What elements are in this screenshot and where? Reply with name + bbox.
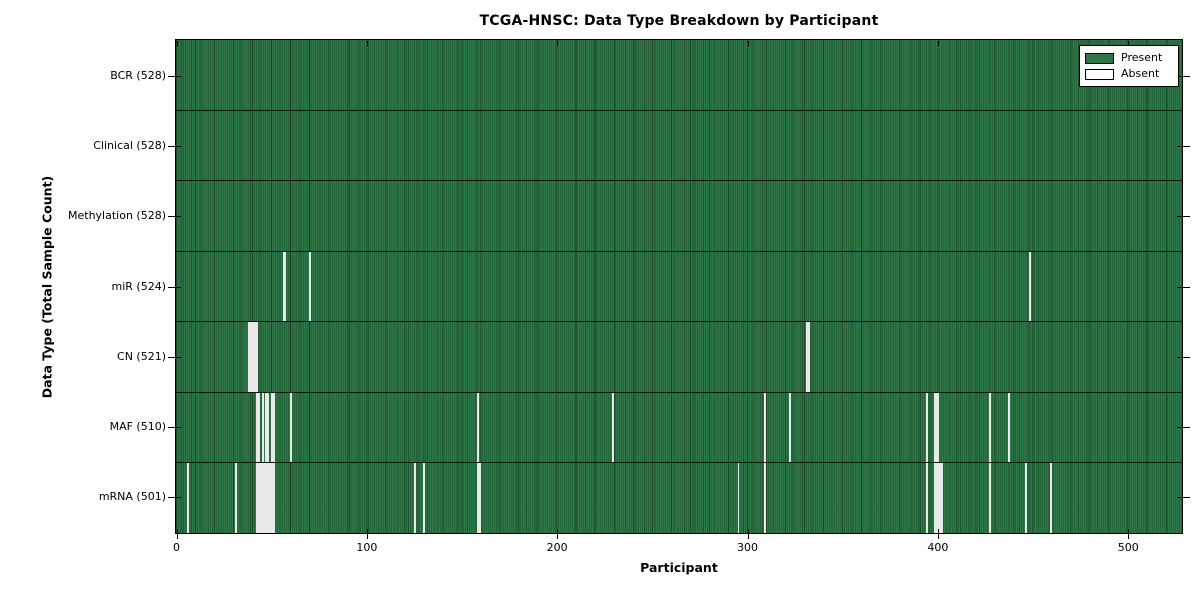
absent-stripe bbox=[261, 392, 264, 463]
absent-stripe bbox=[309, 251, 312, 322]
absent-stripe bbox=[187, 463, 190, 534]
heatmap-row-clinical bbox=[176, 110, 1182, 182]
plot-area bbox=[175, 39, 1183, 534]
absent-stripe bbox=[925, 463, 928, 534]
y-tick-mark-right bbox=[1177, 145, 1190, 147]
y-tick-label: Methylation (528) bbox=[68, 209, 166, 223]
absent-stripe bbox=[988, 392, 991, 463]
y-tick-label: Clinical (528) bbox=[93, 138, 166, 152]
x-tick-label: 200 bbox=[546, 541, 568, 554]
y-tick-label: BCR (528) bbox=[110, 68, 166, 82]
y-tick-mark bbox=[168, 75, 181, 77]
y-tick-label: miR (524) bbox=[111, 279, 167, 293]
absent-stripe bbox=[1007, 392, 1010, 463]
absent-stripe bbox=[290, 392, 293, 463]
heatmap-row-bcr bbox=[176, 40, 1182, 111]
absent-stripe bbox=[235, 463, 237, 534]
x-tick-mark bbox=[937, 529, 939, 539]
absent-stripe bbox=[1024, 463, 1027, 534]
y-tick-mark bbox=[168, 497, 181, 499]
x-tick-mark-top bbox=[747, 40, 749, 46]
absent-stripe bbox=[1028, 251, 1031, 322]
heatmap-row-cn bbox=[176, 322, 1182, 393]
y-tick-mark-right bbox=[1177, 356, 1190, 358]
legend-entry-absent: Absent bbox=[1085, 66, 1172, 82]
absent-stripe bbox=[282, 251, 287, 322]
x-tick-mark-top bbox=[937, 40, 939, 46]
absent-stripe bbox=[925, 392, 928, 463]
absent-stripe bbox=[265, 392, 270, 463]
absent-stripe bbox=[423, 463, 426, 534]
legend-label-present: Present bbox=[1121, 51, 1163, 64]
x-tick-mark bbox=[747, 529, 749, 539]
absent-stripe bbox=[806, 322, 810, 392]
absent-swatch-icon bbox=[1085, 68, 1114, 80]
x-tick-mark-top bbox=[1128, 40, 1130, 46]
y-tick-label: MAF (510) bbox=[109, 420, 166, 434]
x-tick-mark bbox=[366, 529, 368, 539]
y-tick-mark-right bbox=[1177, 427, 1190, 429]
absent-stripe bbox=[476, 463, 481, 534]
x-tick-mark bbox=[1128, 529, 1130, 539]
heatmap-row-mir bbox=[176, 251, 1182, 323]
absent-stripe bbox=[764, 463, 767, 534]
absent-stripe bbox=[611, 392, 614, 463]
absent-stripe bbox=[1049, 463, 1052, 534]
x-tick-mark-top bbox=[557, 40, 559, 46]
absent-stripe bbox=[271, 392, 275, 463]
absent-stripe bbox=[764, 392, 767, 463]
x-axis-title: Participant bbox=[640, 560, 718, 575]
y-tick-mark-right bbox=[1177, 497, 1190, 499]
absent-stripe bbox=[476, 392, 479, 463]
y-tick-mark-right bbox=[1177, 286, 1190, 288]
legend: Present Absent bbox=[1079, 45, 1179, 87]
legend-entry-present: Present bbox=[1085, 50, 1172, 66]
legend-label-absent: Absent bbox=[1121, 67, 1160, 80]
x-tick-label: 400 bbox=[927, 541, 949, 554]
y-tick-mark bbox=[168, 286, 181, 288]
x-tick-mark-top bbox=[176, 40, 178, 46]
absent-stripe bbox=[413, 463, 416, 534]
heatmap-row-mrna bbox=[176, 463, 1182, 534]
y-tick-label: mRNA (501) bbox=[98, 490, 166, 504]
heatmap-row-maf bbox=[176, 392, 1182, 464]
absent-stripe bbox=[933, 463, 944, 534]
y-tick-mark bbox=[168, 427, 181, 429]
absent-stripe bbox=[988, 463, 991, 534]
absent-stripe bbox=[737, 463, 740, 534]
absent-stripe bbox=[248, 322, 258, 392]
x-tick-mark bbox=[176, 529, 178, 539]
y-tick-mark bbox=[168, 356, 181, 358]
x-tick-label: 500 bbox=[1117, 541, 1139, 554]
x-tick-mark-top bbox=[366, 40, 368, 46]
absent-stripe bbox=[933, 392, 940, 463]
heatmap-row-methylation bbox=[176, 181, 1182, 252]
y-tick-mark bbox=[168, 216, 181, 218]
x-tick-label: 300 bbox=[737, 541, 759, 554]
chart-title: TCGA-HNSC: Data Type Breakdown by Partic… bbox=[479, 13, 879, 29]
present-swatch-icon bbox=[1085, 52, 1114, 64]
y-tick-label: CN (521) bbox=[117, 349, 166, 363]
x-tick-mark bbox=[557, 529, 559, 539]
x-tick-label: 0 bbox=[173, 541, 180, 554]
absent-stripe bbox=[788, 392, 791, 463]
absent-stripe bbox=[255, 392, 260, 463]
y-tick-mark-right bbox=[1177, 75, 1190, 77]
x-tick-label: 100 bbox=[356, 541, 378, 554]
absent-stripe bbox=[255, 463, 275, 534]
y-tick-mark bbox=[168, 145, 181, 147]
y-tick-mark-right bbox=[1177, 216, 1190, 218]
